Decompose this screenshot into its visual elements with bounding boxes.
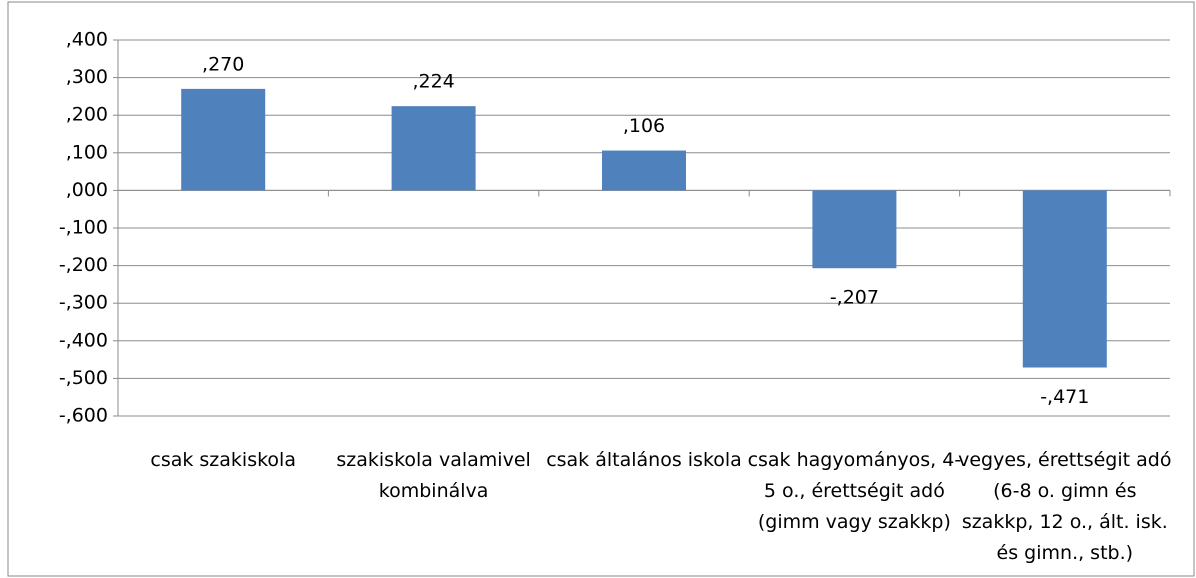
bar <box>812 190 897 269</box>
y-tick-label: ,400 <box>66 29 108 51</box>
y-tick-label: -,100 <box>59 217 108 239</box>
y-tick-label: -,600 <box>59 405 108 427</box>
bar <box>1022 190 1107 368</box>
bar <box>391 106 476 191</box>
data-label: -,471 <box>1040 386 1089 408</box>
bar <box>181 88 266 191</box>
x-tick-label: csak általános iskola <box>546 449 742 471</box>
x-tick-label: szakiskola valamivel kombinálva <box>336 449 531 502</box>
y-tick-label: ,100 <box>66 141 108 163</box>
data-label: -,207 <box>830 287 879 309</box>
y-tick-label: -,200 <box>59 254 108 276</box>
y-tick-label: ,200 <box>66 104 108 126</box>
data-label: ,224 <box>412 71 454 93</box>
bar <box>602 150 686 191</box>
chart-border <box>7 1 1195 577</box>
data-label: ,106 <box>623 115 665 137</box>
y-tick-label: -,400 <box>59 329 108 351</box>
y-tick-label: -,500 <box>59 367 108 389</box>
y-tick-label: ,300 <box>66 66 108 88</box>
y-tick-label: -,300 <box>59 292 108 314</box>
y-tick-label: ,000 <box>66 179 108 201</box>
x-tick-label: csak hagyományos, 4-5 o., érettségit adó… <box>747 449 962 533</box>
x-tick-label: vegyes, érettségit adó (6-8 o. gimn és s… <box>958 449 1172 564</box>
data-label: ,270 <box>202 53 244 75</box>
x-tick-label: csak szakiskola <box>150 449 296 471</box>
